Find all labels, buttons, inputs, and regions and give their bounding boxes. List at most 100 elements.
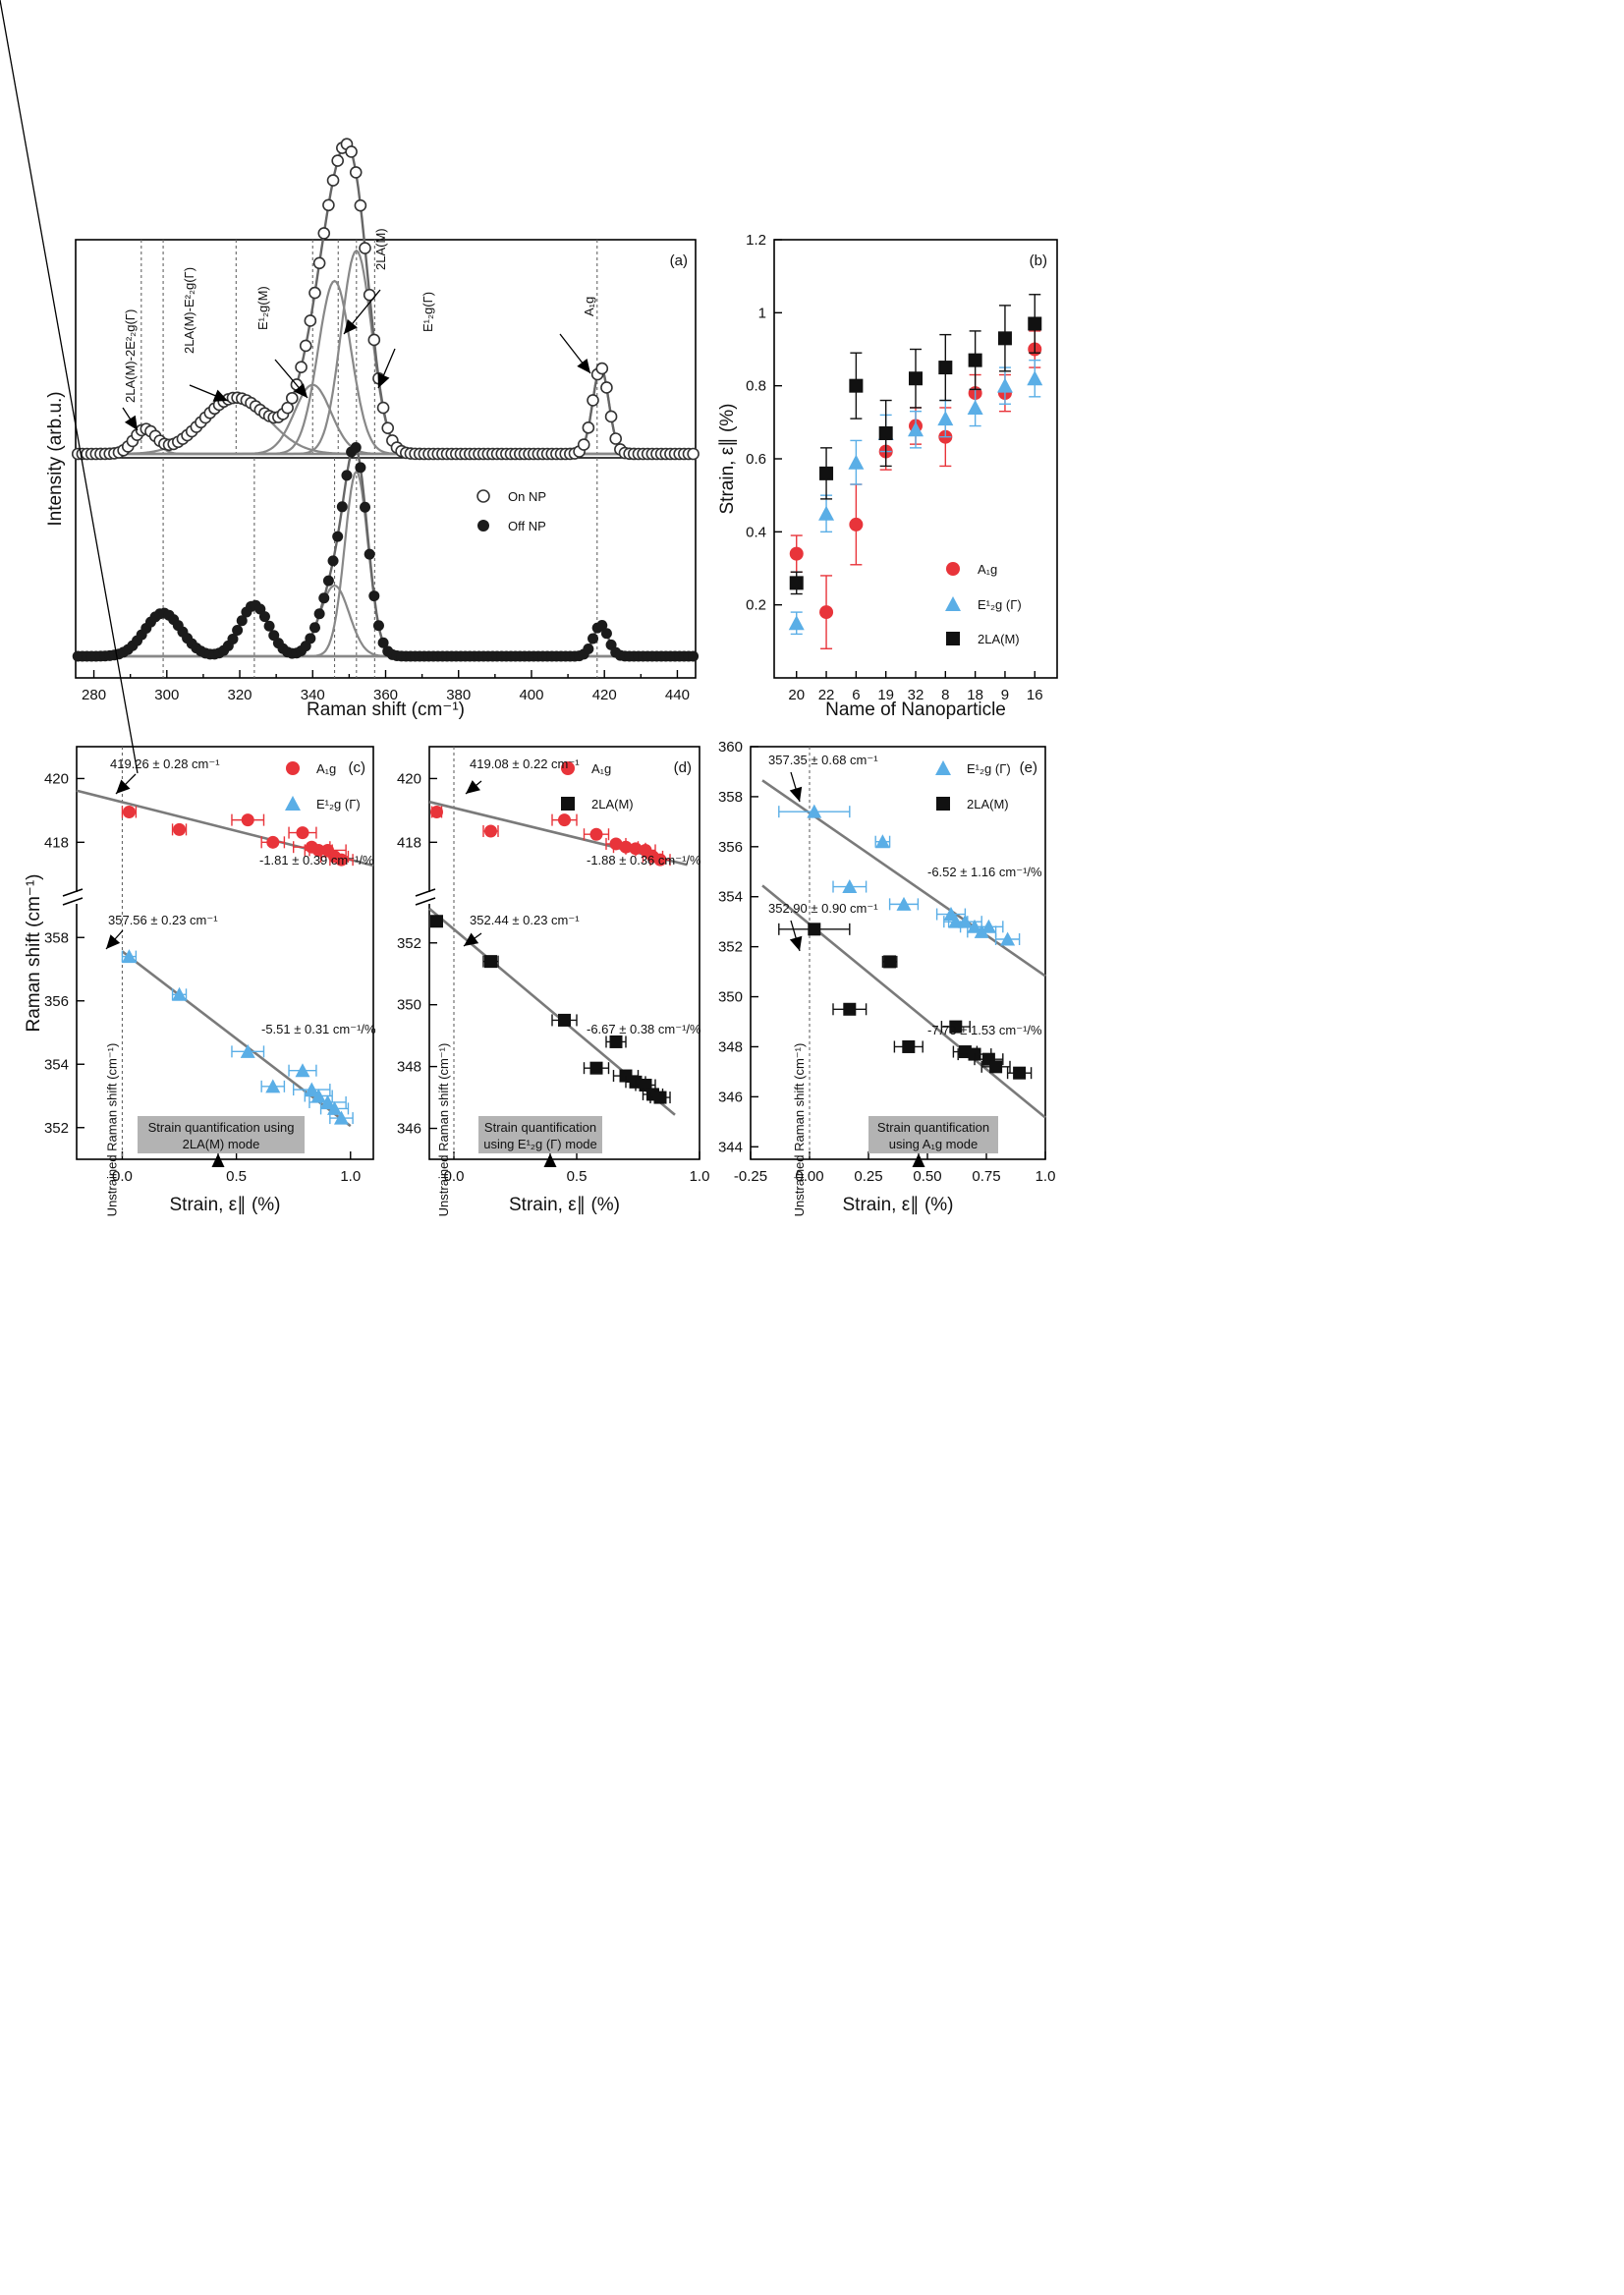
data-point-d-0 (653, 853, 667, 867)
data-point-d-1 (589, 1061, 603, 1075)
y-tick-label-d: 348 (397, 1059, 421, 1076)
data-point-off-np (360, 501, 371, 513)
legend-label-c-0: A₁g (316, 761, 336, 776)
legend-marker-b-2 (946, 632, 960, 645)
data-point-off-np (318, 592, 330, 604)
y-tick-label-e: 358 (718, 789, 743, 806)
data-point-off-np (688, 650, 700, 662)
data-point-c-1 (121, 949, 137, 964)
axis-break-mark-c (62, 897, 84, 906)
fit-line-c-1 (121, 950, 352, 1128)
x-tick-label-a: 300 (154, 687, 179, 703)
y-tick-label-b: 0.2 (746, 597, 766, 614)
y-axis-label-c: Raman shift (cm⁻¹) (24, 874, 44, 1033)
intercept-arrow-top-c (0, 0, 139, 774)
data-point-d-0 (589, 827, 603, 841)
slope-label-top-e: -6.52 ± 1.16 cm⁻¹/% (927, 865, 1042, 879)
method-box-line2-c: 2LA(M) mode (183, 1137, 260, 1151)
data-point-c-0 (122, 806, 136, 819)
axis-break-mark-d (415, 897, 436, 906)
data-point-b-2 (968, 353, 982, 367)
y-tick-label-e: 360 (718, 739, 743, 756)
data-point-c-1 (304, 1082, 319, 1096)
legend-marker-d-0 (561, 761, 575, 775)
y-tick-label-d: 418 (397, 834, 421, 851)
intercept-label-top-e: 357.35 ± 0.68 cm⁻¹ (768, 753, 878, 767)
x-tick-label-b: 19 (877, 687, 894, 703)
data-point-on-np (349, 166, 363, 179)
y-tick-label-e: 356 (718, 839, 743, 856)
data-point-b-2 (909, 371, 923, 386)
x-axis-label-a: Raman shift (cm⁻¹) (307, 700, 465, 720)
y-tick-label-d: 350 (397, 997, 421, 1014)
data-point-b-2 (819, 466, 834, 480)
y-axis-label-b: Strain, ε∥ (%) (717, 404, 738, 515)
data-point-e-0 (974, 924, 989, 938)
data-point-off-np (327, 555, 339, 567)
data-point-off-np (232, 625, 244, 637)
data-point-off-np (588, 633, 599, 644)
fit-line-e-0 (761, 779, 1046, 978)
y-tick-label-c: 358 (44, 929, 69, 946)
panel-d: 418 420 346 348 350 352 0.0 0.5 1.0 Strain, ε∥ (%… (397, 746, 709, 1216)
x-tick-label-d: 0.5 (567, 1168, 588, 1185)
x-tick-label-b: 8 (941, 687, 949, 703)
data-point-b-0 (849, 517, 864, 532)
data-point-off-np (305, 633, 316, 644)
data-point-off-np (341, 470, 353, 481)
legend-marker-b-1 (945, 596, 961, 611)
data-point-c-1 (333, 1110, 349, 1125)
data-point-on-np (363, 288, 376, 302)
legend-label-b-1: E¹₂g (Γ) (978, 597, 1022, 612)
data-point-e-1 (902, 1039, 916, 1053)
legend-label-b-0: A₁g (978, 562, 997, 577)
plot-frame-c (76, 746, 374, 1160)
y-tick-label-b: 0.8 (746, 378, 766, 395)
x-tick-label-e: -0.25 (734, 1168, 767, 1185)
intercept-label-bottom-c: 357.56 ± 0.23 cm⁻¹ (108, 913, 218, 927)
data-point-e-1 (949, 1020, 963, 1034)
peak-label: 2LA(M) (373, 228, 388, 270)
data-point-off-np (322, 575, 334, 587)
slope-label-top-c: -1.81 ± 0.39 cm⁻¹/% (259, 853, 374, 868)
data-point-on-np (304, 314, 317, 327)
x-tick-label-e: 0.00 (795, 1168, 823, 1185)
data-point-c-1 (310, 1089, 326, 1102)
peak-arrow-head (293, 383, 308, 398)
data-point-c-1 (295, 1063, 310, 1078)
data-point-on-np (317, 227, 331, 240)
axis-break-mark-d (415, 888, 436, 897)
x-tick-label-b: 32 (908, 687, 924, 703)
data-point-off-np (313, 608, 325, 620)
data-point-off-np (258, 611, 270, 623)
data-point-b-1 (788, 615, 805, 631)
data-point-c-0 (173, 822, 187, 836)
data-point-b-1 (967, 399, 983, 415)
method-box-line2-e: using A₁g mode (889, 1137, 978, 1151)
data-point-d-0 (484, 824, 497, 838)
data-point-e-0 (807, 804, 822, 818)
x-axis-label-d: Strain, ε∥ (%) (509, 1195, 620, 1215)
data-point-d-0 (430, 806, 443, 819)
peak-label: E¹₂g(M) (255, 286, 270, 330)
data-point-e-0 (896, 896, 912, 911)
slope-label-bottom-d: -6.67 ± 0.38 cm⁻¹/% (587, 1022, 701, 1036)
slope-label-top-d: -1.88 ± 0.36 cm⁻¹/% (587, 853, 701, 868)
x-tick-label-c: 0.5 (226, 1168, 247, 1185)
data-point-b-2 (849, 378, 864, 393)
data-point-on-np (577, 438, 590, 451)
x-tick-label-b: 6 (852, 687, 860, 703)
x-tick-label-a: 280 (82, 687, 106, 703)
data-point-c-1 (327, 1100, 343, 1115)
data-point-on-np (582, 421, 595, 434)
data-point-c-1 (320, 1094, 336, 1109)
y-tick-label-c: 354 (44, 1056, 69, 1073)
data-point-off-np (236, 615, 248, 627)
data-point-c-1 (172, 986, 188, 1001)
data-point-c-0 (266, 835, 280, 849)
data-point-b-2 (878, 425, 893, 440)
x-tick-label-c: 1.0 (340, 1168, 361, 1185)
data-point-e-1 (883, 955, 897, 969)
method-box-e (868, 1116, 998, 1153)
peak-label: 2LA(M)-E²₂g(Γ) (182, 267, 196, 354)
